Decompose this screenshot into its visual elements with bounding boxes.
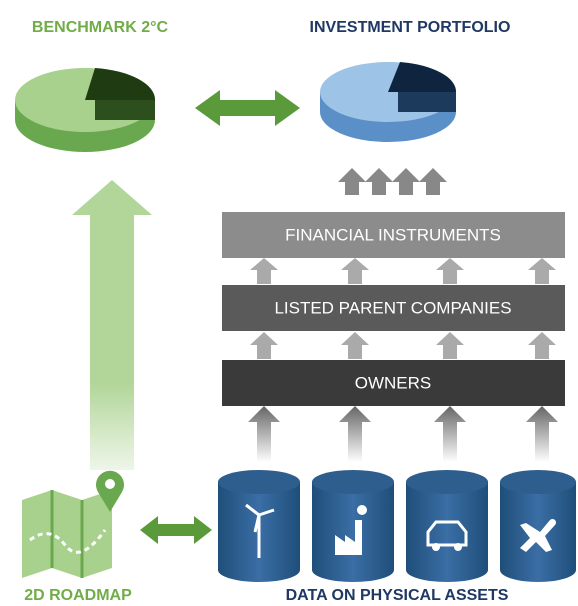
layer-label: FINANCIAL INSTRUMENTS [285, 225, 501, 244]
layer-label: LISTED PARENT COMPANIES [274, 298, 511, 317]
benchmark-pie [15, 68, 155, 152]
double-arrow [195, 90, 300, 126]
layer-label: OWNERS [355, 373, 432, 392]
benchmark-title: BENCHMARK 2°C [32, 19, 169, 36]
diagram: BENCHMARK 2°C INVESTMENT PORTFOLIO FINAN… [0, 0, 578, 606]
assets-label: DATA ON PHYSICAL ASSETS [286, 587, 509, 604]
roadmap-label: 2D ROADMAP [24, 587, 132, 604]
asset-cylinders [218, 470, 576, 582]
small-arrows [338, 168, 447, 195]
double-arrow [140, 516, 212, 544]
roadmap-icon [22, 471, 124, 578]
portfolio-pie [320, 62, 456, 142]
roadmap-arrow [72, 180, 152, 470]
portfolio-title: INVESTMENT PORTFOLIO [310, 19, 511, 36]
